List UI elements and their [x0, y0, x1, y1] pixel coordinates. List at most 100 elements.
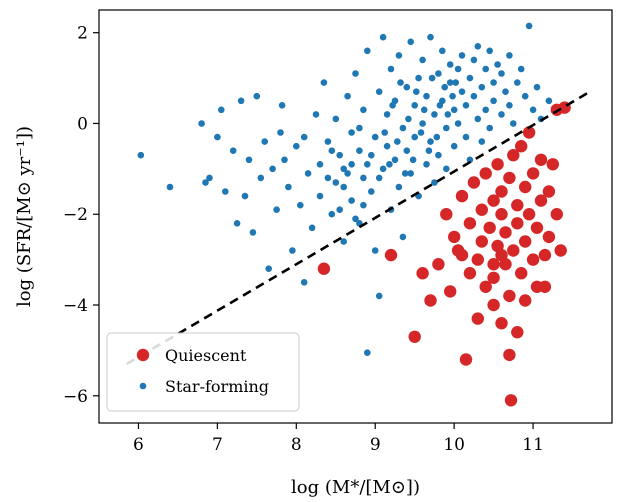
star-forming-point [427, 138, 434, 145]
star-forming-point [474, 43, 482, 50]
star-forming-point [494, 61, 501, 68]
quiescent-point [546, 158, 559, 171]
star-forming-point [425, 147, 433, 154]
star-forming-point [449, 92, 456, 100]
star-forming-point [486, 124, 494, 132]
quiescent-point [455, 248, 469, 262]
quiescent-point [432, 258, 445, 271]
star-forming-point [420, 106, 428, 114]
quiescent-point [455, 189, 469, 203]
quiescent-point [511, 199, 524, 212]
quiescent-point [487, 298, 500, 312]
quiescent-point [507, 244, 520, 257]
star-forming-point [466, 74, 474, 82]
star-forming-point [253, 92, 261, 100]
star-forming-point [364, 47, 371, 55]
quiescent-point [507, 149, 520, 162]
quiescent-point [534, 153, 548, 166]
star-forming-point [441, 83, 449, 91]
star-forming-point [308, 224, 316, 232]
star-forming-point [371, 247, 379, 254]
star-forming-point [529, 106, 537, 114]
quiescent-point [491, 158, 504, 171]
star-forming-point [360, 106, 367, 114]
quiescent-point [440, 208, 453, 221]
star-forming-point [394, 138, 401, 145]
star-forming-point [470, 92, 478, 100]
star-forming-point [348, 161, 355, 168]
quiescent-point [495, 185, 508, 198]
star-forming-point [241, 192, 249, 200]
quiescent-point [448, 230, 461, 244]
star-forming-point [386, 161, 393, 168]
star-forming-point [324, 174, 332, 182]
star-forming-point [417, 129, 425, 136]
star-forming-point [375, 174, 383, 182]
quiescent-point [504, 394, 518, 407]
star-forming-point [328, 210, 336, 218]
quiescent-point [511, 217, 524, 230]
star-forming-point [249, 229, 257, 236]
star-forming-point [478, 138, 486, 145]
star-forming-point [166, 183, 174, 191]
star-forming-point [435, 70, 442, 77]
star-forming-point [316, 192, 324, 200]
legend-box [106, 332, 300, 412]
x-tick-label: 6 [133, 435, 144, 455]
star-forming-point [436, 102, 444, 109]
star-forming-point [533, 83, 541, 91]
y-tick-label: −6 [63, 387, 88, 407]
quiescent-point [503, 171, 516, 185]
star-forming-point [336, 206, 344, 213]
star-forming-point [300, 279, 308, 286]
star-forming-point [371, 133, 379, 141]
quiescent-point [534, 194, 548, 207]
quiescent-point [479, 167, 492, 180]
star-forming-point [517, 65, 525, 73]
star-forming-point [383, 111, 391, 118]
star-forming-point [403, 83, 411, 91]
star-forming-point [340, 165, 348, 173]
quiescent-point [479, 280, 492, 293]
star-forming-point [391, 156, 399, 164]
star-forming-point [462, 102, 470, 109]
star-forming-point [202, 179, 209, 186]
star-forming-point [401, 170, 409, 177]
quiescent-point [519, 294, 532, 307]
star-forming-point [360, 201, 367, 209]
star-forming-point [352, 215, 359, 223]
star-forming-point [364, 161, 371, 168]
star-forming-point [397, 79, 404, 86]
star-forming-point [452, 79, 460, 86]
star-forming-point [399, 233, 407, 241]
quiescent-point [495, 317, 508, 330]
star-forming-point [498, 70, 505, 77]
star-forming-point [403, 147, 411, 154]
quiescent-point [408, 330, 421, 343]
y-tick-label: 2 [77, 24, 88, 44]
quiescent-point [538, 280, 552, 293]
quiescent-point [519, 180, 532, 194]
star-forming-point [419, 120, 426, 127]
star-forming-point [328, 147, 336, 154]
quiescent-point [526, 253, 540, 266]
star-forming-point [450, 142, 458, 150]
quiescent-point [515, 140, 528, 153]
star-forming-point [427, 33, 434, 41]
quiescent-point [475, 235, 488, 248]
star-forming-point [348, 129, 355, 136]
star-forming-point [486, 47, 494, 55]
star-forming-point [444, 111, 452, 118]
star-forming-point [312, 111, 320, 118]
star-forming-point [273, 206, 280, 213]
quiescent-point [384, 248, 398, 262]
quiescent-point [511, 326, 524, 339]
star-forming-point [431, 111, 438, 118]
star-forming-point [368, 151, 375, 159]
star-forming-point [433, 133, 441, 141]
star-forming-point [368, 188, 375, 195]
quiescent-point [542, 185, 556, 198]
quiescent-point [317, 262, 331, 275]
star-forming-point [360, 174, 367, 182]
star-forming-point [510, 120, 517, 127]
